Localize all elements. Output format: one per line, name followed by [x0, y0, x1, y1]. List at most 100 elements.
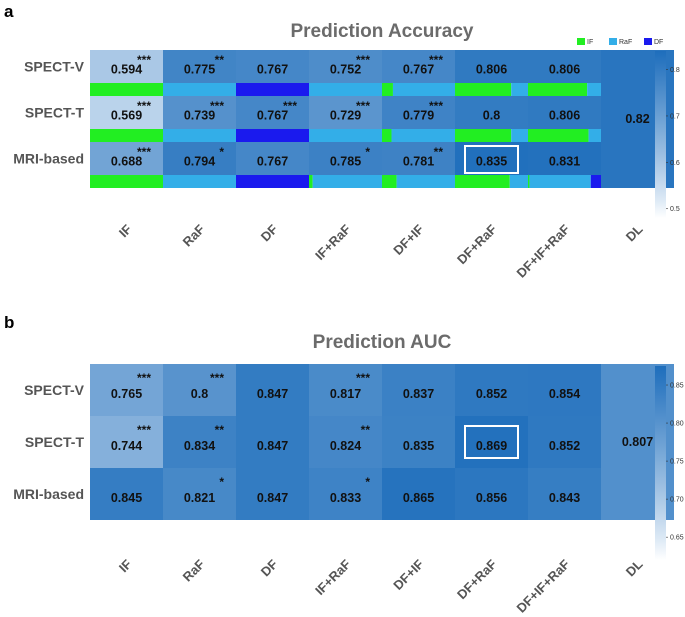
heatmap-cell-accuracy-r2-c1: [163, 142, 236, 175]
cell-value-accuracy-r2-c1: 0.794: [184, 155, 215, 169]
heatmap-cell-auc-r0-c1: [163, 364, 236, 416]
cell-value-accuracy-r1-c6: 0.806: [549, 109, 580, 123]
colorbar-tick-auc-2: 0.75: [670, 459, 684, 466]
significance-accuracy-r2-c3: *: [365, 145, 370, 159]
significance-accuracy-r2-c1: *: [219, 145, 224, 159]
feature-bar-DF-r0-c2: [236, 83, 309, 96]
feature-bar-IF-r2-c0: [90, 175, 163, 188]
cell-value-accuracy-r1-c1: 0.739: [184, 109, 215, 123]
cell-value-auc-r0-c3: 0.817: [330, 387, 361, 401]
cell-value-auc-r2-c6: 0.843: [549, 491, 580, 505]
feature-bar-RaF-r0-c5: [511, 83, 528, 96]
row-label-auc-0: SPECT-V: [24, 382, 85, 398]
heatmap-cell-accuracy-r1-c2: [236, 96, 309, 129]
legend-swatch-DF: [644, 38, 652, 45]
heatmap-cell-auc-r0-c2: [236, 364, 309, 416]
significance-auc-r2-c3: *: [365, 475, 370, 489]
feature-bar-IF-r0-c4: [382, 83, 393, 96]
cell-value-accuracy-r2-c6: 0.831: [549, 155, 580, 169]
column-label-accuracy-5: DF+RaF: [454, 221, 500, 267]
legend-swatch-IF: [577, 38, 585, 45]
heatmap-cell-auc-r2-c0: [90, 468, 163, 520]
feature-bar-RaF-r1-c1: [163, 129, 236, 142]
legend-label-DF: DF: [654, 39, 663, 46]
heatmap-cell-auc-r2-c6: [528, 468, 601, 520]
heatmap-cell-auc-r0-c3: [309, 364, 382, 416]
heatmap-cell-auc-r2-c4: [382, 468, 455, 520]
feature-bar-IF-r2-c5: [455, 175, 510, 188]
column-label-auc-6: DF+IF+RaF: [513, 556, 572, 615]
panel-letter-a: a: [4, 2, 14, 21]
heatmap-cell-accuracy-r2-c6: [528, 142, 601, 175]
highlight-box-auc: [464, 425, 519, 459]
feature-bar-IF-r0-c5: [455, 83, 512, 96]
significance-auc-r1-c3: **: [361, 423, 371, 437]
significance-accuracy-r0-c0: ***: [137, 53, 151, 67]
cell-value-auc-r1-c4: 0.835: [403, 439, 434, 453]
cell-value-accuracy-r2-c2: 0.767: [257, 155, 288, 169]
feature-bar-RaF-r1-c3: [309, 129, 382, 142]
heatmap-cell-auc-r1-c1: [163, 416, 236, 468]
colorbar-tick-accuracy-3: 0.8: [670, 67, 680, 74]
feature-bar-IF-r1-c4: [382, 129, 392, 142]
column-label-auc-0: IF: [116, 556, 135, 575]
cell-value-auc-r2-c2: 0.847: [257, 491, 288, 505]
legend-label-RaF: RaF: [619, 39, 632, 46]
cell-value-accuracy-r2-c5: 0.835: [476, 155, 507, 169]
column-label-accuracy-1: RaF: [180, 221, 208, 249]
feature-bar-IF-r2-c3: [309, 175, 313, 188]
colorbar-tick-accuracy-2: 0.7: [670, 113, 680, 120]
cell-value-auc-r0-c5: 0.852: [476, 387, 507, 401]
colorbar-tick-auc-3: 0.80: [670, 421, 684, 428]
colorbar-tick-accuracy-0: 0.5: [670, 206, 680, 213]
cell-value-accuracy-r0-c2: 0.767: [257, 63, 288, 77]
cell-value-accuracy-r2-c3: 0.785: [330, 155, 361, 169]
feature-bar-DF-r1-c2: [236, 129, 309, 142]
cell-value-accuracy-r1-c0: 0.569: [111, 109, 142, 123]
significance-accuracy-r0-c3: ***: [356, 53, 370, 67]
significance-accuracy-r1-c2: ***: [283, 99, 297, 113]
column-label-auc-4: DF+IF: [390, 556, 426, 592]
cell-value-auc-r1-c3: 0.824: [330, 439, 361, 453]
highlight-box-accuracy: [464, 145, 519, 174]
heatmap-cell-accuracy-r1-c5: [455, 96, 528, 129]
feature-bar-RaF-r0-c4: [392, 83, 455, 96]
significance-auc-r1-c0: ***: [137, 423, 151, 437]
cell-value-accuracy-r0-c6: 0.806: [549, 63, 580, 77]
cell-value-accuracy-r0-c3: 0.752: [330, 63, 361, 77]
feature-bar-RaF-r0-c3: [309, 83, 382, 96]
feature-bar-IF-r2-c6: [528, 175, 530, 188]
column-label-accuracy-7: DL: [623, 221, 646, 244]
heatmap-cell-accuracy-r1-c4: [382, 96, 455, 129]
panel-letter-b: b: [4, 313, 14, 332]
feature-bar-RaF-r0-c6: [587, 83, 601, 96]
feature-bar-RaF-r1-c4: [391, 129, 455, 142]
feature-bar-IF-r2-c4: [382, 175, 397, 188]
significance-accuracy-r2-c4: **: [434, 145, 444, 159]
heatmap-cell-auc-r2-c2: [236, 468, 309, 520]
cell-value-accuracy-r0-c1: 0.775: [184, 63, 215, 77]
heatmap-cell-auc-r1-c5: [455, 416, 528, 468]
feature-bar-IF-r1-c5: [455, 129, 512, 142]
cell-value-accuracy-r1-c4: 0.779: [403, 109, 434, 123]
cell-value-auc-r1-c0: 0.744: [111, 439, 142, 453]
feature-bar-IF-r0-c6: [528, 83, 588, 96]
heatmap-cell-accuracy-r0-c0: [90, 50, 163, 83]
legend-swatch-RaF: [609, 38, 617, 45]
heatmap-cell-accuracy-r2-c5: [455, 142, 528, 175]
cell-value-auc-r2-c4: 0.865: [403, 491, 434, 505]
feature-bar-IF-r1-c6: [528, 129, 589, 142]
feature-bar-IF-r0-c0: [90, 83, 163, 96]
significance-accuracy-r0-c4: ***: [429, 53, 443, 67]
heatmap-cell-accuracy-r0-c4: [382, 50, 455, 83]
heatmap-cell-accuracy-r0-c1: [163, 50, 236, 83]
column-label-auc-7: DL: [623, 556, 646, 579]
significance-auc-r0-c0: ***: [137, 371, 151, 385]
row-label-accuracy-2: MRI-based: [13, 151, 84, 167]
feature-bar-DF-r2-c2: [236, 175, 309, 188]
row-label-auc-1: SPECT-T: [25, 434, 85, 450]
column-label-auc-5: DF+RaF: [454, 556, 500, 602]
feature-bar-RaF-r0-c1: [163, 83, 236, 96]
significance-auc-r0-c1: ***: [210, 371, 224, 385]
